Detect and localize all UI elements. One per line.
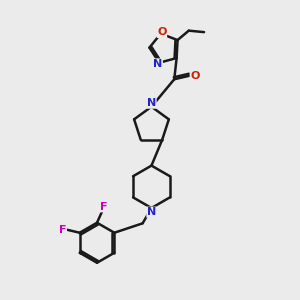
Text: O: O	[157, 27, 167, 38]
Text: N: N	[147, 207, 156, 217]
Text: O: O	[190, 71, 200, 81]
Text: F: F	[100, 202, 107, 212]
Text: N: N	[147, 98, 156, 108]
Text: F: F	[59, 225, 66, 235]
Text: N: N	[153, 59, 162, 69]
